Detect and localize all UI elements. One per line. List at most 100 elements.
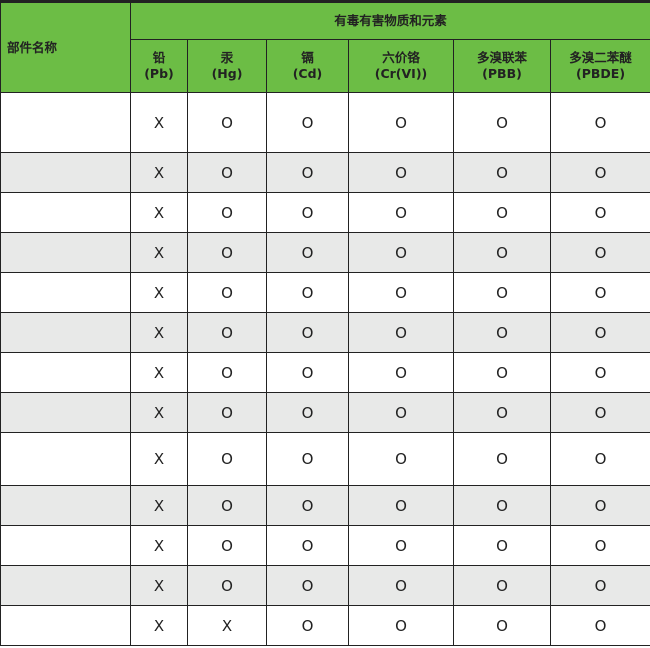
substance-value-cell: O bbox=[549, 525, 650, 566]
substance-value-cell: O bbox=[187, 232, 267, 273]
substance-value-cell: O bbox=[348, 92, 454, 153]
substance-value-cell: X bbox=[187, 605, 267, 646]
substance-value-cell: O bbox=[348, 485, 454, 526]
substance-value-cell: O bbox=[549, 352, 650, 393]
substance-value-cell: O bbox=[549, 272, 650, 313]
substance-value-cell: X bbox=[130, 232, 188, 273]
substance-value-cell: O bbox=[187, 92, 267, 153]
part-name-cell bbox=[0, 485, 131, 526]
substance-value-cell: O bbox=[266, 352, 349, 393]
substance-value-cell: O bbox=[266, 565, 349, 606]
substance-value-cell: O bbox=[348, 232, 454, 273]
substance-symbol: (Cr(VI)) bbox=[374, 66, 428, 81]
substance-symbol: (PBDE) bbox=[576, 66, 626, 81]
part-name-cell bbox=[0, 565, 131, 606]
substance-value-cell: O bbox=[453, 605, 551, 646]
substance-value-cell: O bbox=[453, 485, 551, 526]
part-name-cell bbox=[0, 192, 131, 233]
part-name-cell bbox=[0, 272, 131, 313]
substance-value-cell: O bbox=[453, 525, 551, 566]
substance-name: 多溴二苯醚 bbox=[569, 50, 632, 65]
substance-value-cell: X bbox=[130, 605, 188, 646]
substance-value-cell: O bbox=[187, 152, 267, 193]
substance-value-cell: O bbox=[266, 312, 349, 353]
group-title-header: 有毒有害物质和元素 bbox=[129, 1, 650, 40]
substance-header: 铅 (Pb) bbox=[130, 39, 188, 93]
substance-value-cell: O bbox=[266, 525, 349, 566]
substance-value-cell: O bbox=[453, 432, 551, 486]
substance-value-cell: O bbox=[187, 432, 267, 486]
substance-value-cell: O bbox=[187, 312, 267, 353]
part-name-cell bbox=[0, 525, 131, 566]
substance-value-cell: O bbox=[266, 485, 349, 526]
substance-value-cell: O bbox=[348, 272, 454, 313]
substance-value-cell: O bbox=[266, 192, 349, 233]
part-name-cell bbox=[0, 232, 131, 273]
substance-value-cell: O bbox=[187, 525, 267, 566]
substance-value-cell: O bbox=[266, 605, 349, 646]
substance-value-cell: X bbox=[130, 92, 188, 153]
substance-value-cell: O bbox=[266, 272, 349, 313]
substance-value-cell: O bbox=[549, 432, 650, 486]
substance-value-cell: O bbox=[453, 192, 551, 233]
part-name-cell bbox=[0, 605, 131, 646]
substance-header: 镉 (Cd) bbox=[266, 39, 349, 93]
substance-name: 铅 bbox=[152, 50, 166, 65]
substance-value-cell: X bbox=[130, 565, 188, 606]
substance-value-cell: O bbox=[549, 192, 650, 233]
substance-value-cell: O bbox=[266, 92, 349, 153]
substance-value-cell: X bbox=[130, 525, 188, 566]
part-name-cell bbox=[0, 152, 131, 193]
substance-value-cell: X bbox=[130, 272, 188, 313]
substance-value-cell: X bbox=[130, 392, 188, 433]
substance-value-cell: O bbox=[348, 312, 454, 353]
substance-symbol: (PBB) bbox=[482, 66, 522, 81]
substance-value-cell: O bbox=[348, 432, 454, 486]
substance-value-cell: O bbox=[453, 565, 551, 606]
substance-value-cell: X bbox=[130, 312, 188, 353]
substance-value-cell: O bbox=[187, 392, 267, 433]
substance-symbol: (Pb) bbox=[144, 66, 174, 81]
part-name-cell bbox=[0, 392, 131, 433]
substance-symbol: (Cd) bbox=[292, 66, 323, 81]
substance-value-cell: O bbox=[187, 272, 267, 313]
substance-value-cell: O bbox=[453, 272, 551, 313]
part-name-cell bbox=[0, 432, 131, 486]
substance-value-cell: O bbox=[348, 525, 454, 566]
substance-value-cell: O bbox=[187, 565, 267, 606]
substance-value-cell: O bbox=[348, 565, 454, 606]
substance-header: 多溴二苯醚 (PBDE) bbox=[549, 39, 650, 93]
substance-name: 六价铬 bbox=[382, 50, 420, 65]
part-name-cell bbox=[0, 352, 131, 393]
substance-value-cell: O bbox=[266, 152, 349, 193]
substance-value-cell: O bbox=[266, 232, 349, 273]
substance-value-cell: O bbox=[348, 192, 454, 233]
substance-value-cell: X bbox=[130, 192, 188, 233]
substance-value-cell: O bbox=[549, 92, 650, 153]
substance-value-cell: X bbox=[130, 432, 188, 486]
substance-value-cell: X bbox=[130, 485, 188, 526]
substance-value-cell: O bbox=[453, 312, 551, 353]
substance-header: 多溴联苯 (PBB) bbox=[453, 39, 551, 93]
substance-value-cell: O bbox=[549, 232, 650, 273]
substance-value-cell: O bbox=[549, 152, 650, 193]
substance-value-cell: X bbox=[130, 352, 188, 393]
substance-value-cell: O bbox=[348, 605, 454, 646]
part-name-cell bbox=[0, 92, 131, 153]
substance-name: 镉 bbox=[301, 50, 314, 65]
substance-value-cell: O bbox=[266, 392, 349, 433]
substance-value-cell: O bbox=[549, 392, 650, 433]
